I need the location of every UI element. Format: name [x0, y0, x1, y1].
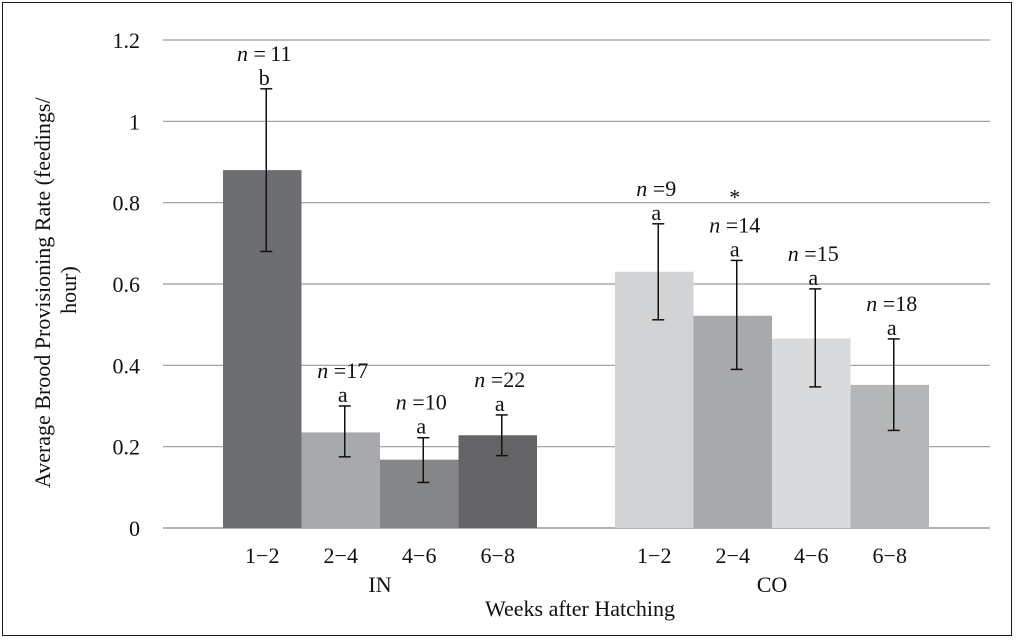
group-label: CO [757, 572, 788, 597]
sample-size-value: =10 [407, 390, 447, 415]
sample-size-label: n =22 [474, 367, 525, 392]
sample-size-n: n [788, 241, 799, 266]
x-tick-label: 4−6 [794, 543, 828, 568]
sample-size-value: =15 [799, 241, 839, 266]
significance-star: * [729, 184, 740, 209]
significance-letter: b [259, 65, 270, 90]
sample-size-n: n [317, 358, 328, 383]
sample-size-n: n [474, 367, 485, 392]
y-tick-label: 0 [129, 516, 140, 541]
bar [693, 315, 772, 528]
bar [380, 459, 459, 528]
significance-letter: a [730, 236, 740, 261]
sample-size-label: n =17 [317, 358, 368, 383]
y-axis-title-line-1: Average Brood Provisioning Rate (feeding… [30, 97, 55, 489]
significance-letter: a [416, 414, 426, 439]
x-tick-label: 2−4 [324, 543, 358, 568]
y-tick-label: 1.2 [113, 28, 141, 53]
bar [615, 271, 694, 528]
sample-size-value: =17 [328, 358, 368, 383]
x-tick-label: 1−2 [637, 543, 671, 568]
y-tick-label: 1 [129, 109, 140, 134]
y-axis-title-line-2: hour) [56, 266, 81, 314]
bar [772, 338, 851, 528]
bar [223, 170, 302, 528]
sample-size-value: =9 [647, 176, 676, 201]
significance-letter: a [808, 265, 818, 290]
bar [850, 384, 929, 528]
significance-letter: a [338, 382, 348, 407]
sample-size-n: n [396, 390, 407, 415]
significance-letter: a [651, 200, 661, 225]
sample-size-label: n =15 [788, 241, 839, 266]
x-tick-label: 2−4 [716, 543, 750, 568]
x-tick-labels: 1−2 2−4 4−6 6−8 1−2 2−4 4−6 6−8 [245, 543, 907, 568]
x-tick-label: 4−6 [402, 543, 436, 568]
significance-letter: a [887, 315, 897, 340]
y-tick-label: 0.6 [113, 272, 141, 297]
x-tick-label: 1−2 [245, 543, 279, 568]
sample-size-label: n =18 [866, 291, 917, 316]
sample-size-label: n = 11 [237, 41, 292, 66]
significance-letter: a [495, 391, 505, 416]
sample-size-value: =22 [485, 367, 525, 392]
sample-size-label: n =10 [396, 390, 447, 415]
bar [301, 432, 380, 528]
x-tick-label: 6−8 [481, 543, 515, 568]
sample-size-n: n [237, 41, 248, 66]
group-labels: IN CO [368, 572, 787, 597]
bar [458, 435, 537, 528]
group-label: IN [368, 572, 391, 597]
sample-size-value: = 11 [248, 41, 292, 66]
y-tick-labels: 0 0.2 0.4 0.6 0.8 1 1.2 [113, 28, 141, 541]
y-tick-label: 0.4 [113, 353, 141, 378]
x-tick-label: 6−8 [873, 543, 907, 568]
sample-size-n: n [866, 291, 877, 316]
y-tick-label: 0.2 [113, 435, 141, 460]
sample-size-n: n [709, 212, 720, 237]
sample-size-value: =14 [720, 212, 760, 237]
sample-size-value: =18 [877, 291, 917, 316]
bars [223, 170, 929, 528]
sample-size-label: n =9 [636, 176, 676, 201]
y-tick-label: 0.8 [113, 191, 141, 216]
error-bars [260, 88, 900, 484]
sample-size-label: n =14 [709, 212, 760, 237]
sample-size-n: n [636, 176, 647, 201]
y-axis-title: Average Brood Provisioning Rate (feeding… [30, 92, 81, 488]
x-axis-title: Weeks after Hatching [485, 596, 675, 621]
